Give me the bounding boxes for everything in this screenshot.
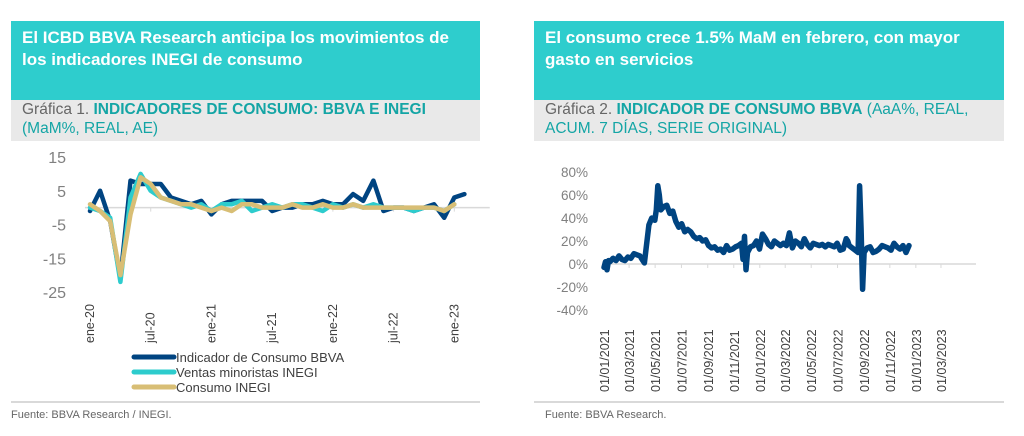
chart-2-x-tick-label: 01/09/2022 — [858, 329, 872, 392]
chart-1-x-tick-label: jul-20 — [144, 312, 158, 344]
chart-2-y-tick-label: 60% — [561, 188, 588, 203]
panel-2-headline: El consumo crece 1.5% MaM en febrero, co… — [534, 21, 1004, 100]
chart-1-y-tick-label: -25 — [43, 285, 66, 302]
panel-1-source-divider — [11, 401, 480, 403]
chart-2-x-tick-label: 01/01/2021 — [598, 329, 612, 392]
chart-panel-2: El consumo crece 1.5% MaM en febrero, co… — [534, 21, 1004, 141]
chart-1-legend-label: Indicador de Consumo BBVA — [176, 350, 344, 365]
chart-2-y-tick-label: -40% — [556, 303, 588, 318]
chart-1-series-line — [87, 178, 467, 281]
chart-2-x-tick-label: 01/01/2023 — [910, 329, 924, 392]
chart-panel-1: El ICBD BBVA Research anticipa los movim… — [11, 21, 480, 141]
chart-2-units: (AaA%, REAL, ACUM. 7 DÍAS, SERIE ORIGINA… — [545, 101, 969, 137]
chart-1-x-tick-label: ene-20 — [83, 304, 97, 343]
panel-2-chart-title: Gráfica 2. INDICADOR DE CONSUMO BBVA (Aa… — [534, 100, 1004, 141]
chart-1-x-tick-label: jul-22 — [387, 312, 401, 344]
chart-1-x-tick-label: ene-22 — [326, 304, 340, 343]
panel-2-source-divider — [534, 401, 1004, 403]
chart-2-series-line — [601, 183, 912, 293]
panel-1-headline: El ICBD BBVA Research anticipa los movim… — [11, 21, 480, 100]
chart-2-y-tick-label: 40% — [561, 211, 588, 226]
chart-2-number: Gráfica 2. — [545, 101, 617, 118]
chart-2-x-tick-label: 01/05/2021 — [649, 329, 663, 392]
panel-2-source-note: Fuente: BBVA Research. — [545, 409, 667, 421]
chart-2-x-tick-label: 01/03/2021 — [623, 329, 637, 392]
chart-1-series-line — [87, 175, 457, 278]
chart-2-x-tick-label: 01/05/2022 — [805, 329, 819, 392]
chart-2-x-tick-label: 01/11/2021 — [728, 330, 742, 392]
chart-2-y-tick-label: 0% — [568, 257, 588, 272]
chart-1-y-tick-label: -15 — [43, 251, 66, 268]
chart-2-x-tick-label: 01/09/2021 — [702, 329, 716, 392]
chart-1-x-tick-label: ene-23 — [447, 304, 461, 343]
chart-2-y-tick-label: 80% — [561, 165, 588, 180]
chart-1-y-tick-label: -5 — [52, 218, 66, 235]
chart-1-units: (MaM%, REAL, AE) — [22, 120, 159, 137]
chart-1-legend-label: Ventas minoristas INEGI — [176, 365, 318, 380]
chart-2-x-tick-label: 01/03/2022 — [779, 329, 793, 392]
chart-1-y-tick-label: 15 — [48, 150, 66, 167]
chart-2-x-tick-label: 01/03/2023 — [935, 329, 949, 392]
chart-2-y-tick-label: -20% — [556, 280, 588, 295]
chart-2-x-tick-label: 01/11/2022 — [884, 330, 898, 392]
chart-1-legend-label: Consumo INEGI — [176, 380, 271, 395]
chart-1-number: Gráfica 1. — [22, 101, 94, 118]
chart-2-title: INDICADOR DE CONSUMO BBVA — [616, 101, 863, 118]
chart-1-x-tick-label: jul-21 — [265, 312, 279, 344]
chart-2-x-tick-label: 01/07/2021 — [675, 329, 689, 392]
chart-1-title: INDICADORES DE CONSUMO: BBVA E INEGI — [93, 101, 426, 118]
chart-1-x-tick-label: ene-21 — [204, 304, 218, 343]
chart-2-y-tick-label: 20% — [561, 234, 588, 249]
panel-1-source-note: Fuente: BBVA Research / INEGI. — [11, 409, 172, 421]
chart-1-y-tick-label: 5 — [57, 184, 66, 201]
panel-1-chart-title: Gráfica 1. INDICADORES DE CONSUMO: BBVA … — [11, 100, 480, 141]
chart-2-x-tick-label: 01/01/2022 — [754, 329, 768, 392]
chart-1-series-line — [87, 171, 457, 285]
chart-2-x-tick-label: 01/07/2022 — [832, 329, 846, 392]
